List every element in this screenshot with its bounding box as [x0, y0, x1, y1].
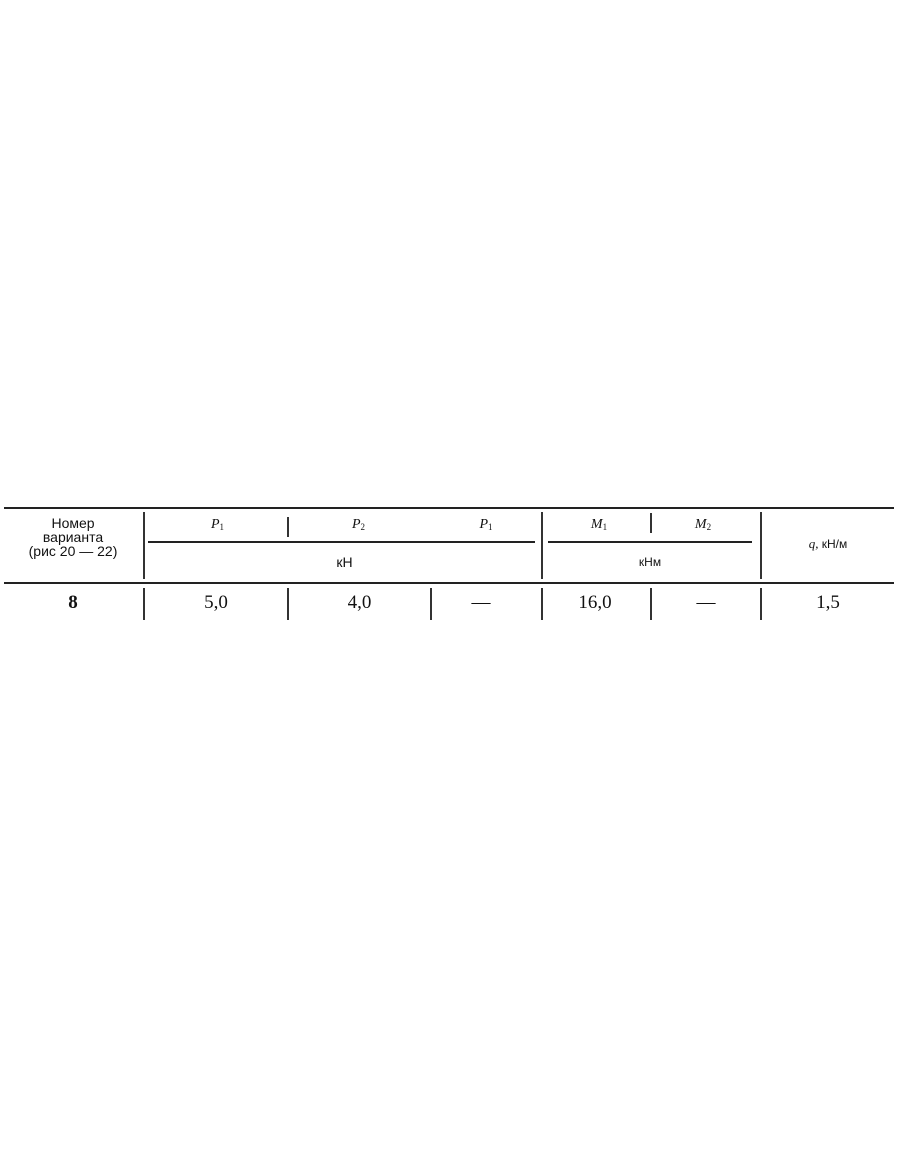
divider — [430, 588, 432, 620]
divider — [760, 512, 762, 579]
m2-header: M2 — [694, 517, 712, 532]
divider — [143, 512, 145, 579]
moments-subrule — [548, 541, 752, 543]
cell-p2: 4,0 — [347, 592, 372, 613]
table-top-rule — [4, 507, 894, 509]
cell-m2: — — [696, 592, 716, 613]
variant-header-line: (рис 20 — 22) — [28, 543, 118, 559]
p1-header: P1 — [210, 517, 225, 532]
q-header: q, кН/м — [808, 536, 848, 551]
forces-subrule — [148, 541, 535, 543]
p3-header: P1 — [479, 517, 493, 532]
divider — [287, 588, 289, 620]
m1-header: M1 — [590, 517, 608, 532]
cell-m1: 16,0 — [578, 592, 612, 613]
forces-unit: кН — [336, 554, 353, 570]
divider — [541, 588, 543, 620]
variant-header: Номер варианта (рис 20 — 22) — [4, 516, 142, 558]
cell-p3: — — [471, 592, 491, 613]
divider — [760, 588, 762, 620]
divider — [541, 512, 543, 579]
variant-header-line: варианта — [42, 529, 104, 545]
p2-header: P2 — [351, 517, 366, 532]
cell-p1: 5,0 — [204, 592, 228, 613]
header-bottom-rule — [4, 582, 894, 584]
divider — [650, 513, 652, 533]
cell-q: 1,5 — [816, 592, 840, 613]
divider — [650, 588, 652, 620]
moments-unit: кНм — [638, 555, 662, 569]
divider — [287, 517, 289, 537]
variant-header-line: Номер — [51, 515, 95, 531]
cell-variant: 8 — [68, 592, 78, 613]
divider — [143, 588, 145, 620]
